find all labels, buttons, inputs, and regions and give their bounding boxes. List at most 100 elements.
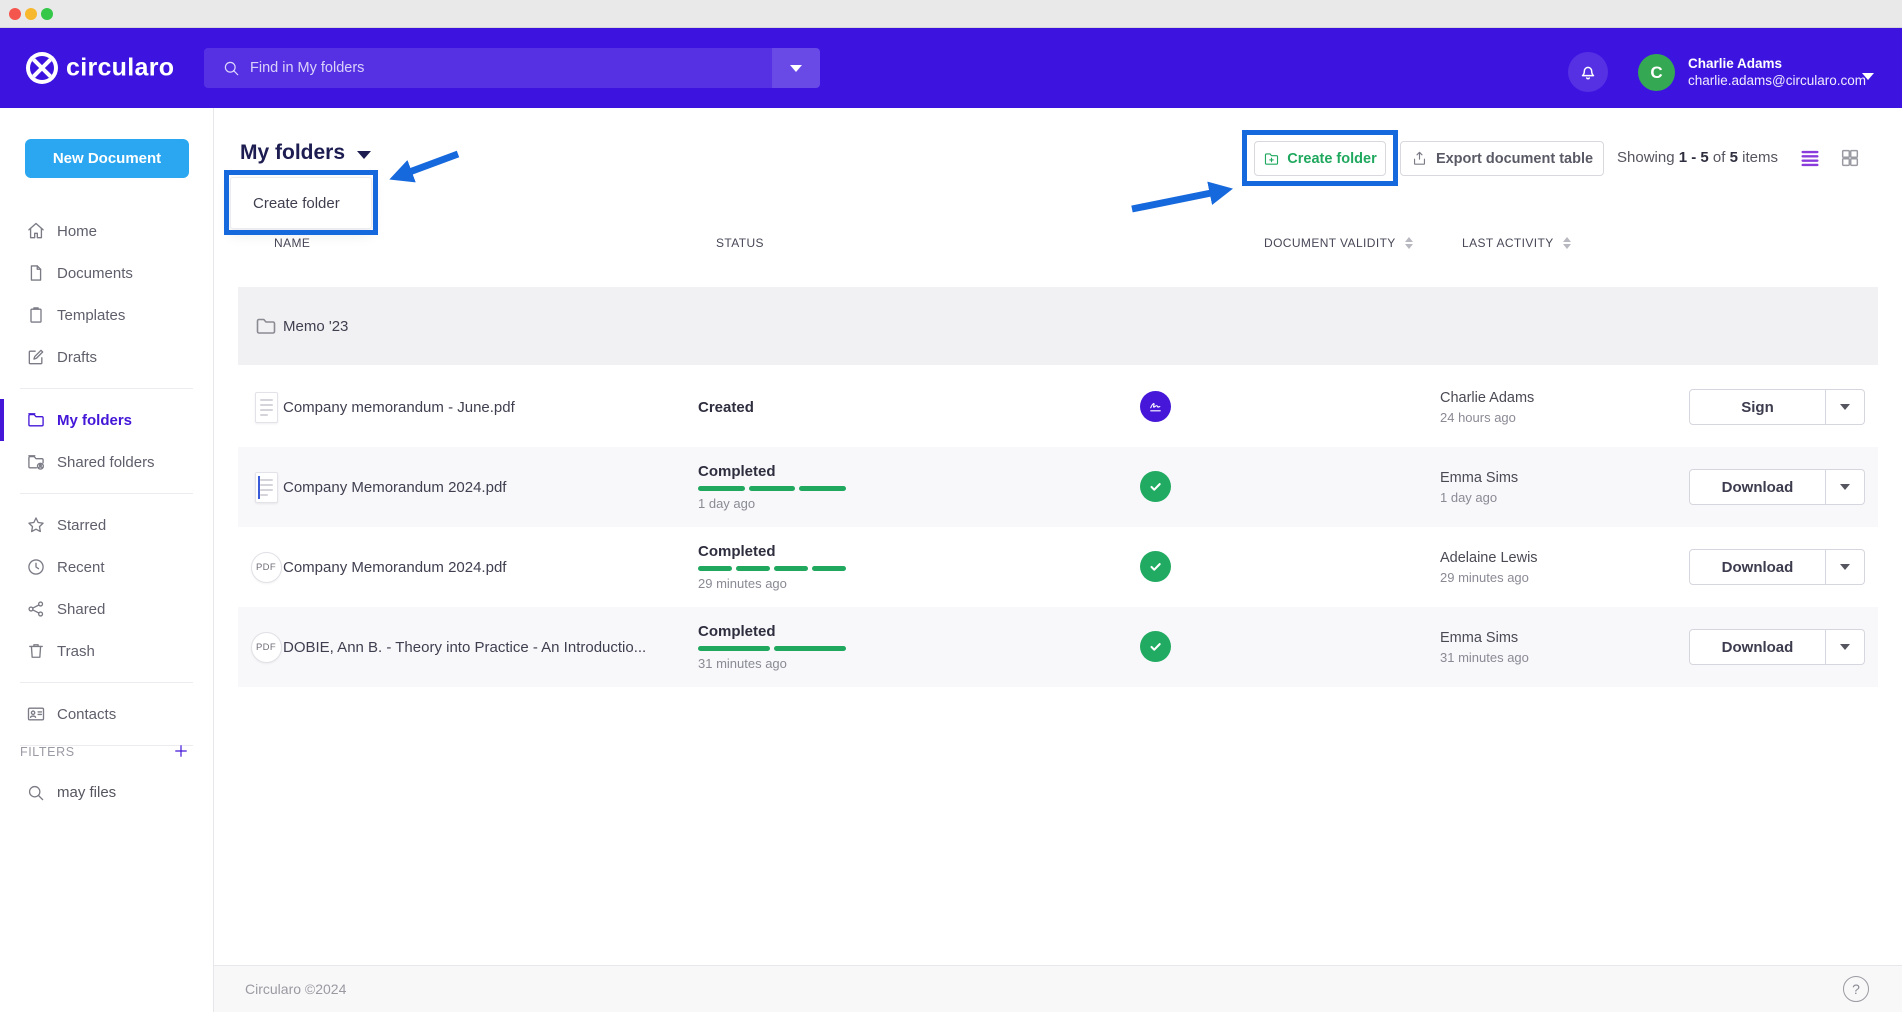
sidebar-item-home[interactable]: Home bbox=[0, 210, 213, 252]
sidebar-item-contacts[interactable]: Contacts bbox=[0, 693, 213, 735]
activity-time: 29 minutes ago bbox=[1440, 569, 1529, 585]
download-button[interactable]: Download bbox=[1690, 550, 1825, 584]
action-dropdown-caret[interactable] bbox=[1825, 630, 1864, 664]
sidebar-item-starred[interactable]: Starred bbox=[0, 504, 213, 546]
status-cell: Created bbox=[698, 367, 754, 447]
app-header: circularo C Charlie Adams charlie.adams@… bbox=[0, 28, 1902, 108]
search-scope-dropdown[interactable] bbox=[772, 48, 820, 88]
window-titlebar bbox=[0, 0, 1902, 28]
filters-label: FILTERS bbox=[20, 745, 75, 759]
new-document-button[interactable]: New Document bbox=[25, 139, 189, 178]
star-icon bbox=[26, 515, 46, 535]
bell-icon bbox=[1581, 66, 1595, 80]
circularo-logo-icon[interactable] bbox=[26, 52, 58, 84]
sidebar-item-documents[interactable]: Documents bbox=[0, 252, 213, 294]
user-menu[interactable]: C Charlie Adams charlie.adams@circularo.… bbox=[1636, 46, 1886, 106]
help-button[interactable]: ? bbox=[1843, 976, 1869, 1002]
notifications-button[interactable] bbox=[1568, 52, 1608, 92]
column-header-last-activity[interactable]: LAST ACTIVITY bbox=[1462, 236, 1571, 250]
sidebar-item-trash[interactable]: Trash bbox=[0, 630, 213, 672]
status-time: 31 minutes ago bbox=[698, 656, 787, 671]
last-activity-cell: Emma Sims 1 day ago bbox=[1440, 447, 1518, 527]
home-icon bbox=[26, 221, 46, 241]
sidebar: New Document Home Documents Templates Dr… bbox=[0, 108, 214, 1012]
question-icon: ? bbox=[1852, 981, 1860, 997]
sidebar-item-drafts[interactable]: Drafts bbox=[0, 336, 213, 378]
sign-button[interactable]: Sign bbox=[1690, 390, 1825, 424]
footer: Circularo ©2024 ? bbox=[214, 965, 1902, 1012]
last-activity-cell: Charlie Adams 24 hours ago bbox=[1440, 367, 1534, 447]
chevron-down-icon bbox=[1840, 644, 1850, 650]
search-icon bbox=[26, 783, 45, 802]
list-view-toggle[interactable] bbox=[1798, 147, 1822, 169]
chevron-down-icon bbox=[1840, 484, 1850, 490]
status-cell: Completed 1 day ago bbox=[698, 447, 847, 527]
sidebar-item-templates[interactable]: Templates bbox=[0, 294, 213, 336]
avatar: C bbox=[1638, 54, 1675, 91]
sidebar-item-recent[interactable]: Recent bbox=[0, 546, 213, 588]
folder-row[interactable]: Memo '23 bbox=[238, 287, 1878, 365]
action-split-button: Download bbox=[1689, 469, 1865, 505]
add-filter-button[interactable] bbox=[171, 742, 191, 762]
table-header: NAME STATUS DOCUMENT VALIDITY LAST ACTIV… bbox=[238, 236, 1878, 256]
sidebar-item-shared-folders[interactable]: Shared folders bbox=[0, 441, 213, 483]
table-row[interactable]: PDF DOBIE, Ann B. - Theory into Practice… bbox=[238, 607, 1878, 687]
window-minimize-button[interactable] bbox=[25, 8, 37, 20]
export-icon bbox=[1413, 151, 1425, 165]
activity-user: Charlie Adams bbox=[1440, 389, 1535, 406]
action-dropdown-caret[interactable] bbox=[1825, 470, 1864, 504]
saved-filter-label: may files bbox=[57, 783, 117, 801]
trash-icon bbox=[26, 641, 46, 661]
download-button[interactable]: Download bbox=[1690, 470, 1825, 504]
results-count: Showing 1 - 5 of 5 items bbox=[1617, 149, 1778, 166]
document-thumbnail-icon bbox=[248, 367, 284, 447]
status-cell: Completed 31 minutes ago bbox=[698, 607, 846, 687]
chevron-down-icon bbox=[1840, 564, 1850, 570]
status-cell: Completed 29 minutes ago bbox=[698, 527, 846, 607]
chevron-down-icon bbox=[1840, 404, 1850, 410]
window-close-button[interactable] bbox=[9, 8, 21, 20]
action-dropdown-caret[interactable] bbox=[1825, 390, 1864, 424]
status-time: 1 day ago bbox=[698, 496, 756, 511]
completed-check-badge bbox=[1140, 631, 1171, 662]
table-rows: Memo '23 Company memorandum - June.pdf C… bbox=[238, 287, 1878, 687]
search-icon bbox=[224, 61, 239, 76]
create-folder-button[interactable]: Create folder bbox=[1254, 141, 1386, 176]
progress-bar bbox=[698, 566, 846, 571]
column-header-document-validity[interactable]: DOCUMENT VALIDITY bbox=[1264, 236, 1413, 250]
page-title-dropdown[interactable]: My folders bbox=[240, 139, 372, 167]
menu-item-create-folder[interactable]: Create folder bbox=[231, 178, 371, 228]
sort-icon bbox=[1404, 237, 1413, 249]
export-document-table-button[interactable]: Export document table bbox=[1400, 141, 1604, 176]
table-row[interactable]: Company memorandum - June.pdf Created Ch… bbox=[238, 367, 1878, 447]
chevron-down-icon bbox=[1862, 73, 1874, 80]
download-button[interactable]: Download bbox=[1690, 630, 1825, 664]
user-name: Charlie Adams bbox=[1688, 56, 1783, 71]
sidebar-nav: Home Documents Templates Drafts My folde… bbox=[0, 210, 213, 756]
sidebar-item-shared[interactable]: Shared bbox=[0, 588, 213, 630]
activity-user: Emma Sims bbox=[1440, 629, 1519, 646]
sidebar-item-my-folders[interactable]: My folders bbox=[0, 399, 213, 441]
grid-view-toggle[interactable] bbox=[1838, 147, 1862, 169]
document-name: Company Memorandum 2024.pdf bbox=[283, 558, 507, 576]
table-row[interactable]: PDF Company Memorandum 2024.pdf Complete… bbox=[238, 527, 1878, 607]
pdf-file-icon: PDF bbox=[248, 527, 284, 607]
chevron-down-icon bbox=[790, 64, 802, 72]
grid-view-icon bbox=[1841, 149, 1859, 167]
activity-time: 24 hours ago bbox=[1440, 409, 1516, 425]
share-icon bbox=[26, 599, 46, 619]
saved-filter-may-files[interactable]: may files bbox=[0, 774, 213, 810]
window-zoom-button[interactable] bbox=[41, 8, 53, 20]
contacts-icon bbox=[26, 704, 46, 724]
brand-name: circularo bbox=[66, 53, 175, 82]
search-input[interactable] bbox=[250, 60, 772, 76]
document-name: Company memorandum - June.pdf bbox=[283, 398, 515, 416]
status-time: 29 minutes ago bbox=[698, 576, 787, 591]
sidebar-divider bbox=[20, 682, 193, 683]
table-row[interactable]: Company Memorandum 2024.pdf Completed 1 … bbox=[238, 447, 1878, 527]
main-content: My folders Create folder Create folder E… bbox=[214, 108, 1902, 1012]
sidebar-divider bbox=[20, 388, 193, 389]
completed-check-badge bbox=[1140, 471, 1171, 502]
action-dropdown-caret[interactable] bbox=[1825, 550, 1864, 584]
action-split-button: Download bbox=[1689, 629, 1865, 665]
